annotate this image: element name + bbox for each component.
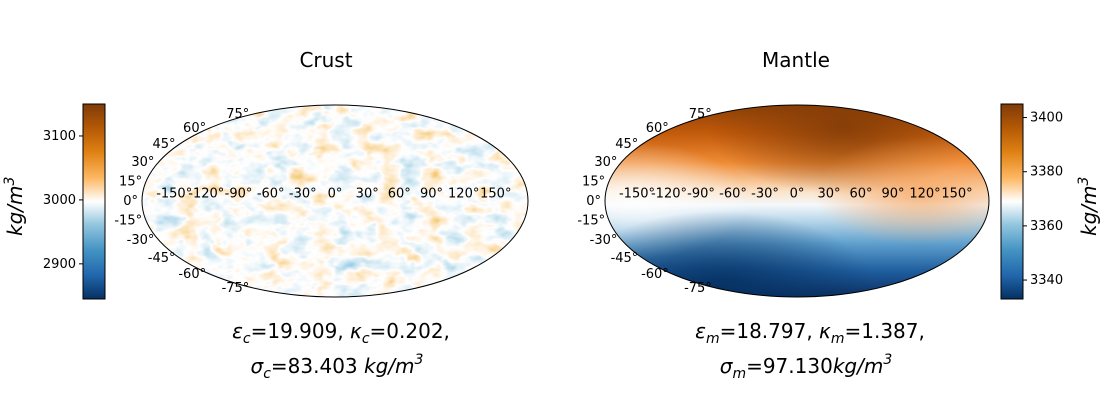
- mantle-colorbar-tick-label: 3340: [1030, 273, 1063, 288]
- crust-colorbar: [82, 103, 106, 300]
- crust-colorbar-tick-label: 3000: [43, 193, 76, 208]
- crust-title: Crust: [299, 48, 352, 72]
- crust-lat-tick-label: -15°: [114, 214, 142, 229]
- mantle-lon-tick-label: 30°: [817, 187, 840, 202]
- crust-lat-tick-label: 15°: [119, 174, 142, 189]
- crust-caption-subscript: c: [263, 366, 271, 382]
- crust-caption-symbol: κ: [350, 319, 362, 343]
- mantle-lat-tick-label: 60°: [646, 121, 669, 136]
- mantle-lat-tick-label: -60°: [641, 267, 669, 282]
- mantle-lat-tick-label: -15°: [577, 214, 605, 229]
- crust-field: [142, 105, 528, 297]
- mantle-caption-unit: kg/m: [833, 354, 884, 378]
- mantle-title: Mantle: [762, 48, 830, 72]
- mantle-map-outline: [604, 104, 990, 298]
- crust-map-outline: [141, 104, 529, 298]
- mantle-caption-subscript: m: [706, 331, 720, 347]
- crust-caption-symbol: ε: [232, 319, 243, 343]
- crust-lon-tick-label: -150°: [156, 187, 192, 202]
- crust-caption-subscript: c: [362, 331, 370, 347]
- crust-lon-tick-label: -90°: [225, 187, 253, 202]
- mantle-caption-symbol: σ: [720, 354, 734, 378]
- mantle-caption-value: =18.797,: [720, 319, 819, 343]
- crust-lon-tick-label: 60°: [388, 187, 411, 202]
- crust-colorbar-ramp: [82, 103, 106, 300]
- crust-colorbar-tick-label: 2900: [43, 257, 76, 272]
- mantle-lat-tick-label: 0°: [586, 194, 601, 209]
- crust-caption-line1: εc=19.909, κc=0.202,: [232, 319, 450, 347]
- mantle-caption-symbol: κ: [819, 319, 831, 343]
- mantle-caption-line1: εm=18.797, κm=1.387,: [695, 319, 925, 347]
- crust-lat-tick-label: 45°: [152, 137, 175, 152]
- crust-lat-tick-label: 30°: [131, 155, 154, 170]
- mantle-colorbar-tick-label: 3400: [1030, 111, 1063, 126]
- crust-lat-tick-label: 75°: [226, 107, 249, 122]
- mantle-lat-tick-label: 15°: [582, 174, 605, 189]
- crust-lat-tick-label: 60°: [183, 121, 206, 136]
- mantle-lon-tick-label: 120°: [909, 187, 940, 202]
- mantle-colorbar-tick-label: 3360: [1030, 219, 1063, 234]
- crust-caption-exponent: 3: [415, 352, 424, 368]
- mantle-colorbar: [1000, 103, 1024, 300]
- crust-caption-unit: kg/m: [364, 354, 415, 378]
- mantle-lon-tick-label: -90°: [687, 187, 715, 202]
- mantle-caption-subscript: m: [732, 366, 746, 382]
- mantle-colorbar-tick-label: 3380: [1030, 165, 1063, 180]
- mantle-colorbar-ramp: [1000, 103, 1024, 300]
- crust-lon-tick-label: -120°: [188, 187, 224, 202]
- crust-lon-tick-label: 120°: [448, 187, 479, 202]
- crust-colorbar-tick-label: 3100: [43, 129, 76, 144]
- crust-lon-tick-label: 0°: [328, 187, 343, 202]
- mantle-lon-tick-label: -150°: [619, 187, 655, 202]
- mantle-caption-symbol: ε: [695, 319, 706, 343]
- mantle-lat-tick-label: 75°: [689, 107, 712, 122]
- mantle-lon-tick-label: 0°: [790, 187, 805, 202]
- mantle-field-deep: [605, 105, 989, 297]
- crust-caption-subscript: c: [243, 331, 251, 347]
- mantle-lon-tick-label: 150°: [941, 187, 972, 202]
- mantle-lon-tick-label: -120°: [651, 187, 687, 202]
- mantle-lon-tick-label: 60°: [849, 187, 872, 202]
- crust-caption-line2: σc=83.403 kg/m3: [251, 352, 424, 382]
- crust-lat-tick-label: 0°: [123, 194, 138, 209]
- crust-lat-tick-label: -75°: [222, 281, 250, 296]
- crust-colorbar-label: kg/m3: [2, 177, 27, 236]
- mantle-caption-subscript: m: [831, 331, 845, 347]
- mantle-colorbar-label: kg/m3: [1076, 177, 1100, 236]
- crust-caption-symbol: σ: [251, 354, 265, 378]
- mantle-lat-tick-label: -45°: [611, 251, 639, 266]
- crust-lat-tick-label: -45°: [148, 251, 176, 266]
- mantle-lon-tick-label: -30°: [751, 187, 779, 202]
- mantle-lon-tick-label: 90°: [881, 187, 904, 202]
- mantle-lat-tick-label: 30°: [594, 155, 617, 170]
- mantle-lat-tick-label: -75°: [684, 281, 712, 296]
- crust-caption-value: =83.403: [271, 354, 364, 378]
- crust-lon-tick-label: -60°: [257, 187, 285, 202]
- mantle-map: [605, 105, 989, 297]
- mantle-lon-tick-label: -60°: [719, 187, 747, 202]
- crust-lat-tick-label: -60°: [178, 267, 206, 282]
- mantle-caption-value: =97.130: [746, 354, 833, 378]
- mantle-caption-value: =1.387,: [844, 319, 924, 343]
- crust-caption-value: =0.202,: [370, 319, 450, 343]
- mantle-caption-exponent: 3: [883, 352, 892, 368]
- crust-caption-value: =19.909,: [251, 319, 350, 343]
- mantle-caption-line2: σm=97.130kg/m3: [720, 352, 893, 382]
- crust-map: [141, 104, 529, 298]
- mantle-lat-tick-label: 45°: [615, 137, 638, 152]
- mantle-lat-tick-label: -30°: [590, 233, 618, 248]
- crust-lat-tick-label: -30°: [127, 233, 155, 248]
- crust-lon-tick-label: 90°: [420, 187, 443, 202]
- crust-lon-tick-label: -30°: [289, 187, 317, 202]
- crust-lon-tick-label: 30°: [356, 187, 379, 202]
- crust-lon-tick-label: 150°: [480, 187, 511, 202]
